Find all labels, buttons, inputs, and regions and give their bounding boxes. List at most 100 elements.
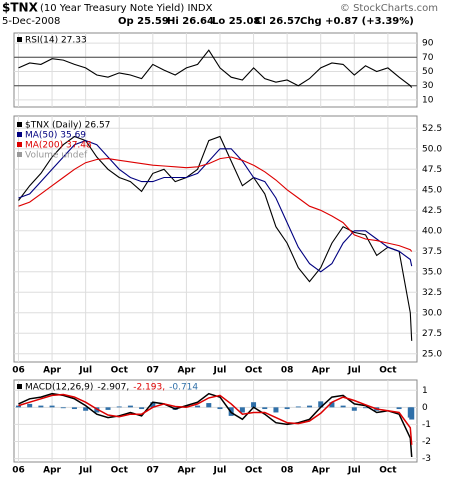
y-tick-label: 32.5 (422, 288, 442, 298)
histogram-bar (340, 405, 346, 408)
y-tick-label: 25.0 (422, 349, 442, 359)
histogram-bar (284, 407, 290, 410)
quote-item: Chg +0.87 (+3.39%) (300, 16, 414, 27)
y-tick-label: -2 (422, 437, 431, 447)
symbol-name: (10 Year Treasury Note Yield) INDX (40, 3, 213, 14)
histogram-bar (329, 402, 335, 408)
x-tick-label: Apr (312, 466, 330, 476)
panel-title: MACD(12,26,9) (25, 383, 93, 393)
x-tick-label: Apr (177, 366, 195, 376)
legend-label: MA(200) 37.48 (25, 141, 92, 151)
legend-label: -0.714 (169, 383, 198, 393)
x-tick-label: 08 (281, 366, 294, 376)
histogram-bar (15, 405, 21, 408)
x-tick-label: Apr (43, 466, 61, 476)
series-line (18, 156, 413, 252)
series-line (18, 393, 413, 445)
x-tick-label: Jul (347, 366, 361, 376)
histogram-bar (206, 403, 212, 408)
x-tick-label: 06 (12, 366, 25, 376)
y-tick-label: 90 (422, 39, 434, 49)
histogram-bar (217, 407, 223, 410)
y-tick-label: 30 (422, 81, 434, 91)
x-tick-label: Jul (347, 466, 361, 476)
series-line (18, 392, 413, 458)
legend-label: MA(50) 35.69 (25, 131, 86, 141)
histogram-bar (318, 401, 324, 408)
series-line (18, 140, 413, 273)
y-tick-label: 45.0 (422, 185, 442, 195)
legend-swatch (17, 122, 22, 127)
y-tick-label: 40.0 (422, 226, 442, 236)
legend-swatch (17, 384, 22, 389)
y-tick-label: 47.5 (422, 165, 442, 175)
x-tick-label: Oct (111, 466, 129, 476)
y-tick-label: 0 (422, 403, 428, 413)
y-tick-label: 50 (422, 67, 434, 77)
histogram-bar (127, 405, 133, 408)
x-tick-label: Oct (245, 466, 263, 476)
legend-swatch (17, 37, 22, 42)
legend-swatch (17, 152, 22, 157)
histogram-bar (239, 407, 245, 413)
y-tick-label: 30.0 (422, 308, 442, 318)
histogram-bar (307, 405, 313, 408)
y-tick-label: 37.5 (422, 247, 442, 257)
date: 5-Dec-2008 (2, 16, 60, 27)
histogram-bar (150, 402, 156, 408)
histogram-bar (295, 406, 301, 408)
legend-label: -2.193, (133, 383, 165, 393)
histogram-bar (83, 407, 89, 411)
x-tick-label: Oct (111, 366, 129, 376)
x-tick-label: Oct (379, 466, 397, 476)
x-tick-label: Oct (379, 366, 397, 376)
histogram-bar (183, 405, 189, 408)
y-tick-label: -3 (422, 454, 431, 464)
y-tick-label: 27.5 (422, 329, 442, 339)
histogram-bar (116, 406, 122, 408)
quote-item: Hi 26.64 (167, 16, 214, 27)
quote-item: Cl 26.57 (255, 16, 301, 27)
x-tick-label: Jul (213, 466, 227, 476)
histogram-bar (139, 407, 145, 410)
histogram-bar (38, 405, 44, 408)
x-tick-label: Jul (78, 466, 92, 476)
y-tick-label: 52.5 (422, 124, 442, 134)
x-tick-label: Apr (312, 366, 330, 376)
histogram-bar (396, 407, 402, 410)
histogram-bar (273, 407, 279, 413)
histogram-bar (262, 407, 268, 410)
histogram-bar (251, 402, 257, 408)
symbol: $TNX (2, 1, 39, 15)
quote-item: Op 25.59 (118, 16, 169, 27)
histogram-bar (351, 407, 357, 411)
panel (13, 115, 418, 363)
panel (13, 32, 418, 108)
histogram-bar (94, 407, 100, 413)
y-tick-label: 10 (422, 95, 434, 105)
x-tick-label: 06 (12, 466, 25, 476)
legend-swatch (17, 132, 22, 137)
quote-item: Lo 25.08 (212, 16, 260, 27)
y-tick-label: 70 (422, 53, 434, 63)
x-tick-label: 07 (147, 466, 160, 476)
histogram-bar (60, 407, 66, 409)
y-tick-label: -1 (422, 420, 431, 430)
histogram-bar (105, 407, 111, 410)
x-tick-label: Oct (245, 366, 263, 376)
y-tick-label: 42.5 (422, 206, 442, 216)
credit: © StockCharts.com (340, 3, 438, 14)
x-tick-label: Jul (78, 366, 92, 376)
histogram-bar (49, 405, 55, 408)
x-tick-label: Apr (177, 466, 195, 476)
y-tick-label: 50.0 (422, 144, 442, 154)
series-line (18, 49, 413, 88)
y-tick-label: 35.0 (422, 267, 442, 277)
x-tick-label: Jul (213, 366, 227, 376)
legend-label: Volume undef (25, 151, 88, 161)
x-tick-label: 07 (147, 366, 160, 376)
panel (13, 379, 418, 463)
histogram-bar (363, 407, 369, 409)
legend-label: -2.907, (97, 383, 129, 393)
